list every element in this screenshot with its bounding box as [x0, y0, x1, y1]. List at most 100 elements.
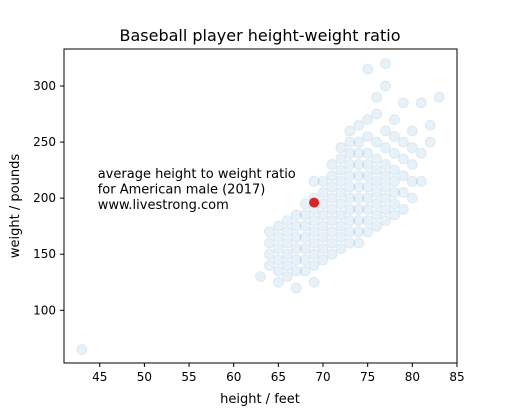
- data-point: [290, 254, 302, 266]
- data-point: [344, 226, 356, 238]
- data-point: [388, 114, 400, 126]
- data-point: [406, 159, 418, 171]
- data-point: [371, 91, 383, 103]
- data-point: [380, 215, 392, 227]
- x-tick-label: 85: [449, 370, 464, 384]
- data-point: [433, 91, 445, 103]
- data-point: [362, 159, 374, 171]
- data-point: [344, 215, 356, 227]
- data-point: [362, 114, 374, 126]
- data-point: [362, 170, 374, 182]
- data-point: [326, 159, 338, 171]
- data-point: [317, 175, 329, 187]
- plot-frame: [63, 48, 458, 364]
- data-point: [281, 237, 293, 249]
- y-tick-label: 200: [33, 191, 56, 205]
- data-point: [388, 198, 400, 210]
- data-point: [335, 153, 347, 165]
- data-point: [344, 170, 356, 182]
- data-point: [317, 198, 329, 210]
- data-point: [353, 181, 365, 193]
- data-point: [299, 220, 311, 232]
- data-point: [335, 198, 347, 210]
- data-point: [371, 164, 383, 176]
- y-axis-label: weight / pounds: [8, 154, 23, 258]
- data-point: [371, 136, 383, 148]
- data-point: [272, 254, 284, 266]
- x-axis-ticks: 45 50 55 60 65 70 75 80 85: [92, 363, 465, 384]
- data-point: [308, 226, 320, 238]
- data-point: [344, 159, 356, 171]
- data-point: [380, 80, 392, 92]
- data-point: [299, 198, 311, 210]
- data-point: [281, 271, 293, 283]
- data-point: [76, 344, 88, 356]
- data-point: [335, 175, 347, 187]
- data-point: [281, 215, 293, 227]
- data-point: [397, 97, 409, 109]
- data-point: [299, 254, 311, 266]
- data-point: [290, 243, 302, 255]
- data-point: [397, 170, 409, 182]
- data-point: [263, 237, 275, 249]
- data-point: [263, 248, 275, 260]
- data-point: [344, 181, 356, 193]
- data-point: [371, 220, 383, 232]
- data-point: [308, 248, 320, 260]
- data-point: [308, 175, 320, 187]
- x-tick-label: 50: [137, 370, 152, 384]
- data-point: [335, 142, 347, 154]
- data-point: [415, 147, 427, 159]
- data-point: [326, 203, 338, 215]
- data-point: [371, 187, 383, 199]
- data-point: [272, 265, 284, 277]
- data-point: [326, 170, 338, 182]
- data-point: [362, 215, 374, 227]
- data-point: [371, 198, 383, 210]
- x-tick-label: 45: [92, 370, 107, 384]
- data-point: [299, 231, 311, 243]
- data-point: [388, 187, 400, 199]
- data-point: [326, 237, 338, 249]
- data-point: [308, 237, 320, 249]
- data-point: [335, 220, 347, 232]
- data-point: [388, 209, 400, 221]
- data-point: [317, 209, 329, 221]
- highlight-layer: [309, 197, 320, 208]
- data-point: [353, 159, 365, 171]
- data-point: [317, 231, 329, 243]
- highlight-point: [309, 197, 320, 208]
- data-point: [299, 265, 311, 277]
- data-point: [397, 203, 409, 215]
- data-point: [344, 203, 356, 215]
- y-axis-ticks: 100 150 200 250 300: [33, 79, 64, 317]
- data-point: [406, 125, 418, 137]
- data-point: [299, 243, 311, 255]
- data-point: [326, 192, 338, 204]
- data-point: [308, 259, 320, 271]
- data-point: [290, 220, 302, 232]
- data-point: [353, 136, 365, 148]
- data-point: [353, 147, 365, 159]
- data-point: [263, 226, 275, 238]
- data-point: [281, 259, 293, 271]
- data-point: [406, 192, 418, 204]
- data-point: [317, 220, 329, 232]
- annotation-line: average height to weight ratio: [98, 167, 296, 182]
- x-axis-label: height / feet: [220, 392, 300, 407]
- data-point: [317, 243, 329, 255]
- data-point: [388, 164, 400, 176]
- y-tick-label: 250: [33, 135, 56, 149]
- data-point: [353, 119, 365, 131]
- annotation-line: www.livestrong.com: [98, 198, 229, 213]
- data-point: [272, 276, 284, 288]
- data-point: [344, 147, 356, 159]
- x-tick-label: 75: [360, 370, 375, 384]
- data-point: [397, 153, 409, 165]
- data-point: [380, 159, 392, 171]
- data-point: [371, 108, 383, 120]
- data-point: [371, 209, 383, 221]
- data-point: [397, 136, 409, 148]
- data-point: [371, 153, 383, 165]
